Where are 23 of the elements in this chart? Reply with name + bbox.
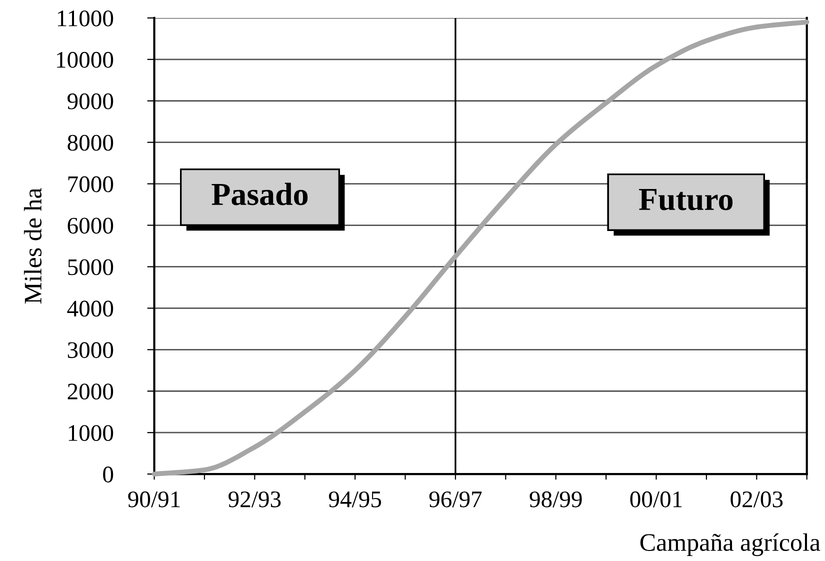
x-tick-label: 98/99	[530, 491, 582, 508]
annotation: Futuro	[639, 188, 733, 210]
y-tick-label: 10000	[57, 52, 114, 68]
x-tick-label: 02/03	[730, 491, 783, 508]
x-tick-label: 92/93	[228, 491, 281, 508]
y-tick-label: 1000	[68, 425, 114, 442]
x-axis-title: Campaña agrícola	[640, 533, 820, 556]
y-tick-label: 4000	[67, 300, 114, 317]
x-tick-label: 00/01	[630, 491, 682, 508]
y-tick-label: 0	[103, 466, 114, 482]
y-tick-label: 2000	[68, 384, 114, 400]
y-axis-title: Miles de ha	[24, 188, 42, 304]
y-tick-label: 7000	[68, 176, 114, 192]
y-tick-label: 6000	[68, 218, 114, 234]
y-tick-label: 9000	[68, 93, 114, 110]
x-tick-label: 90/91	[128, 491, 180, 508]
y-tick-label: 11000	[58, 10, 114, 26]
y-tick-label: 8000	[68, 134, 114, 151]
annotation: Pasado	[212, 182, 308, 206]
y-tick-label: 3000	[68, 342, 114, 358]
x-tick-label: 94/95	[328, 491, 382, 508]
y-tick-label: 5000	[68, 259, 114, 276]
x-tick-label: 96/97	[429, 491, 482, 508]
